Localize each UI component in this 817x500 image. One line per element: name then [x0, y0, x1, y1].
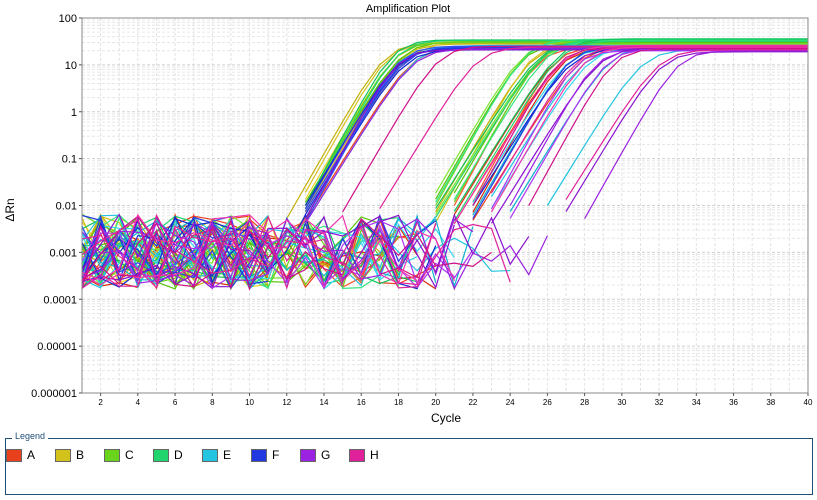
legend-item-h[interactable]: H — [349, 448, 398, 462]
curve-g-7 — [81, 51, 808, 286]
legend-swatch — [300, 448, 316, 462]
legend-item-f[interactable]: F — [251, 448, 300, 462]
chart-title: Amplification Plot — [366, 3, 450, 15]
x-tick-label: 36 — [729, 398, 738, 407]
legend-label: D — [174, 448, 183, 462]
y-tick-label: 0.0001 — [43, 294, 77, 306]
y-tick-label: 0.000001 — [31, 388, 77, 400]
legend-label: E — [223, 448, 232, 462]
legend-swatch — [55, 448, 71, 462]
x-tick-label: 32 — [655, 398, 664, 407]
x-tick-label: 2 — [98, 398, 103, 407]
curve-g-5 — [81, 49, 808, 283]
axes: 2 4 6 8 10 12 14 16 18 20 22 24 26 28 30 32 34 36 38 400.00… — [31, 13, 813, 407]
x-tick-label: 22 — [468, 398, 477, 407]
curve-h-5 — [81, 45, 808, 289]
x-tick-label: 8 — [210, 398, 215, 407]
x-tick-label: 12 — [282, 398, 291, 407]
x-tick-label: 6 — [173, 398, 178, 407]
curve-h-8 — [81, 49, 808, 289]
curve-h-3 — [81, 44, 808, 282]
legend-swatch — [6, 448, 22, 462]
x-tick-label: 20 — [431, 398, 440, 407]
legend-label: B — [76, 448, 85, 462]
legend-item-g[interactable]: G — [300, 448, 349, 462]
x-tick-label: 40 — [804, 398, 813, 407]
x-tick-label: 24 — [506, 398, 515, 407]
curve-h-6 — [81, 46, 808, 289]
x-tick-label: 4 — [136, 398, 141, 407]
legend-label: A — [27, 448, 36, 462]
x-tick-label: 10 — [245, 398, 254, 407]
legend: Legend A B C D E F G H — [5, 431, 813, 495]
legend-item-b[interactable]: B — [55, 448, 104, 462]
x-axis-label: Cycle — [431, 411, 461, 425]
legend-label: F — [272, 448, 280, 462]
legend-item-e[interactable]: E — [202, 448, 251, 462]
x-tick-label: 16 — [357, 398, 366, 407]
amplification-plot: Amplification Plot ΔRn Cycle 2 4 6 8 10 12 14 1… — [3, 3, 813, 425]
y-axis-label: ΔRn — [3, 198, 17, 221]
legend-swatch — [349, 448, 365, 462]
curve-g-8 — [81, 50, 808, 291]
legend-item-c[interactable]: C — [104, 448, 153, 462]
y-tick-label: 0.1 — [62, 154, 77, 166]
x-tick-label: 26 — [543, 398, 552, 407]
curve-h-7 — [81, 48, 808, 291]
y-tick-label: 0.01 — [56, 201, 77, 213]
y-tick-label: 1 — [71, 107, 77, 119]
x-tick-label: 14 — [320, 398, 329, 407]
y-tick-label: 0.00001 — [37, 341, 77, 353]
legend-item-d[interactable]: D — [153, 448, 202, 462]
x-tick-label: 18 — [394, 398, 403, 407]
legend-label: C — [125, 448, 134, 462]
legend-swatch — [153, 448, 169, 462]
legend-label: H — [370, 448, 379, 462]
legend-swatch — [104, 448, 120, 462]
y-tick-label: 10 — [65, 60, 77, 72]
legend-label: G — [321, 448, 331, 462]
legend-swatch — [202, 448, 218, 462]
grid — [81, 18, 809, 394]
legend-swatch — [251, 448, 267, 462]
x-tick-label: 28 — [580, 398, 589, 407]
x-tick-label: 38 — [766, 398, 775, 407]
legend-item-a[interactable]: A — [6, 448, 55, 462]
x-tick-label: 34 — [692, 398, 701, 407]
y-tick-label: 0.001 — [49, 247, 77, 259]
y-tick-label: 100 — [59, 13, 77, 25]
legend-title: Legend — [12, 431, 49, 441]
legend-items: A B C D E F G H — [6, 448, 398, 462]
x-tick-label: 30 — [617, 398, 626, 407]
amplification-curves — [81, 38, 808, 291]
